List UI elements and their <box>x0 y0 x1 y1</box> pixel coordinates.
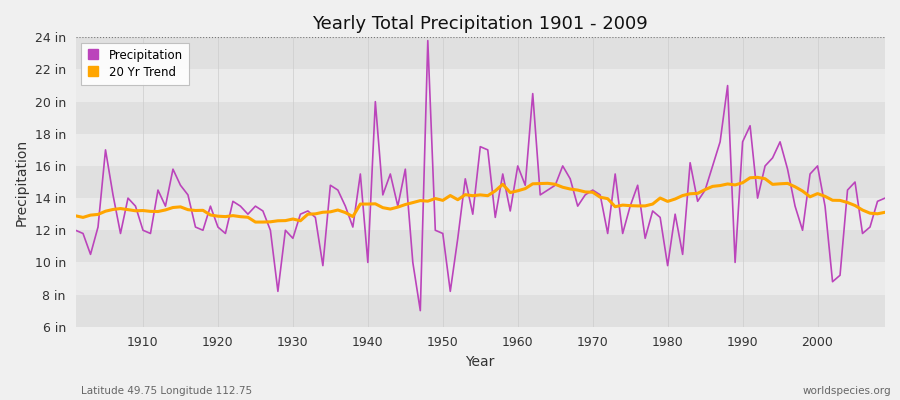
Bar <box>76 198 885 230</box>
20 Yr Trend <box>257 220 268 224</box>
Bar <box>76 37 885 70</box>
20 Yr Trend <box>347 214 358 219</box>
Text: Latitude 49.75 Longitude 112.75: Latitude 49.75 Longitude 112.75 <box>81 386 252 396</box>
Precipitation <box>520 183 531 188</box>
Precipitation <box>415 308 426 313</box>
Precipitation <box>295 212 306 216</box>
20 Yr Trend <box>610 204 621 209</box>
Bar <box>76 166 885 198</box>
Precipitation <box>879 196 890 200</box>
Line: 20 Yr Trend: 20 Yr Trend <box>76 177 885 222</box>
20 Yr Trend <box>879 210 890 215</box>
Text: worldspecies.org: worldspecies.org <box>803 386 891 396</box>
Bar <box>76 262 885 294</box>
Precipitation <box>130 204 141 208</box>
20 Yr Trend <box>130 208 141 213</box>
Precipitation <box>340 204 351 208</box>
Legend: Precipitation, 20 Yr Trend: Precipitation, 20 Yr Trend <box>81 43 189 84</box>
Bar <box>76 70 885 102</box>
Bar <box>76 102 885 134</box>
Y-axis label: Precipitation: Precipitation <box>15 138 29 226</box>
20 Yr Trend <box>512 188 523 193</box>
Bar <box>76 294 885 327</box>
Precipitation <box>527 91 538 96</box>
Bar <box>76 230 885 262</box>
Title: Yearly Total Precipitation 1901 - 2009: Yearly Total Precipitation 1901 - 2009 <box>312 15 648 33</box>
Line: Precipitation: Precipitation <box>76 40 885 311</box>
20 Yr Trend <box>752 175 763 180</box>
Bar <box>76 134 885 166</box>
20 Yr Trend <box>520 186 531 191</box>
Precipitation <box>617 231 628 236</box>
20 Yr Trend <box>302 212 313 216</box>
Precipitation <box>422 38 433 43</box>
Precipitation <box>70 228 81 233</box>
X-axis label: Year: Year <box>465 355 495 369</box>
20 Yr Trend <box>70 213 81 218</box>
